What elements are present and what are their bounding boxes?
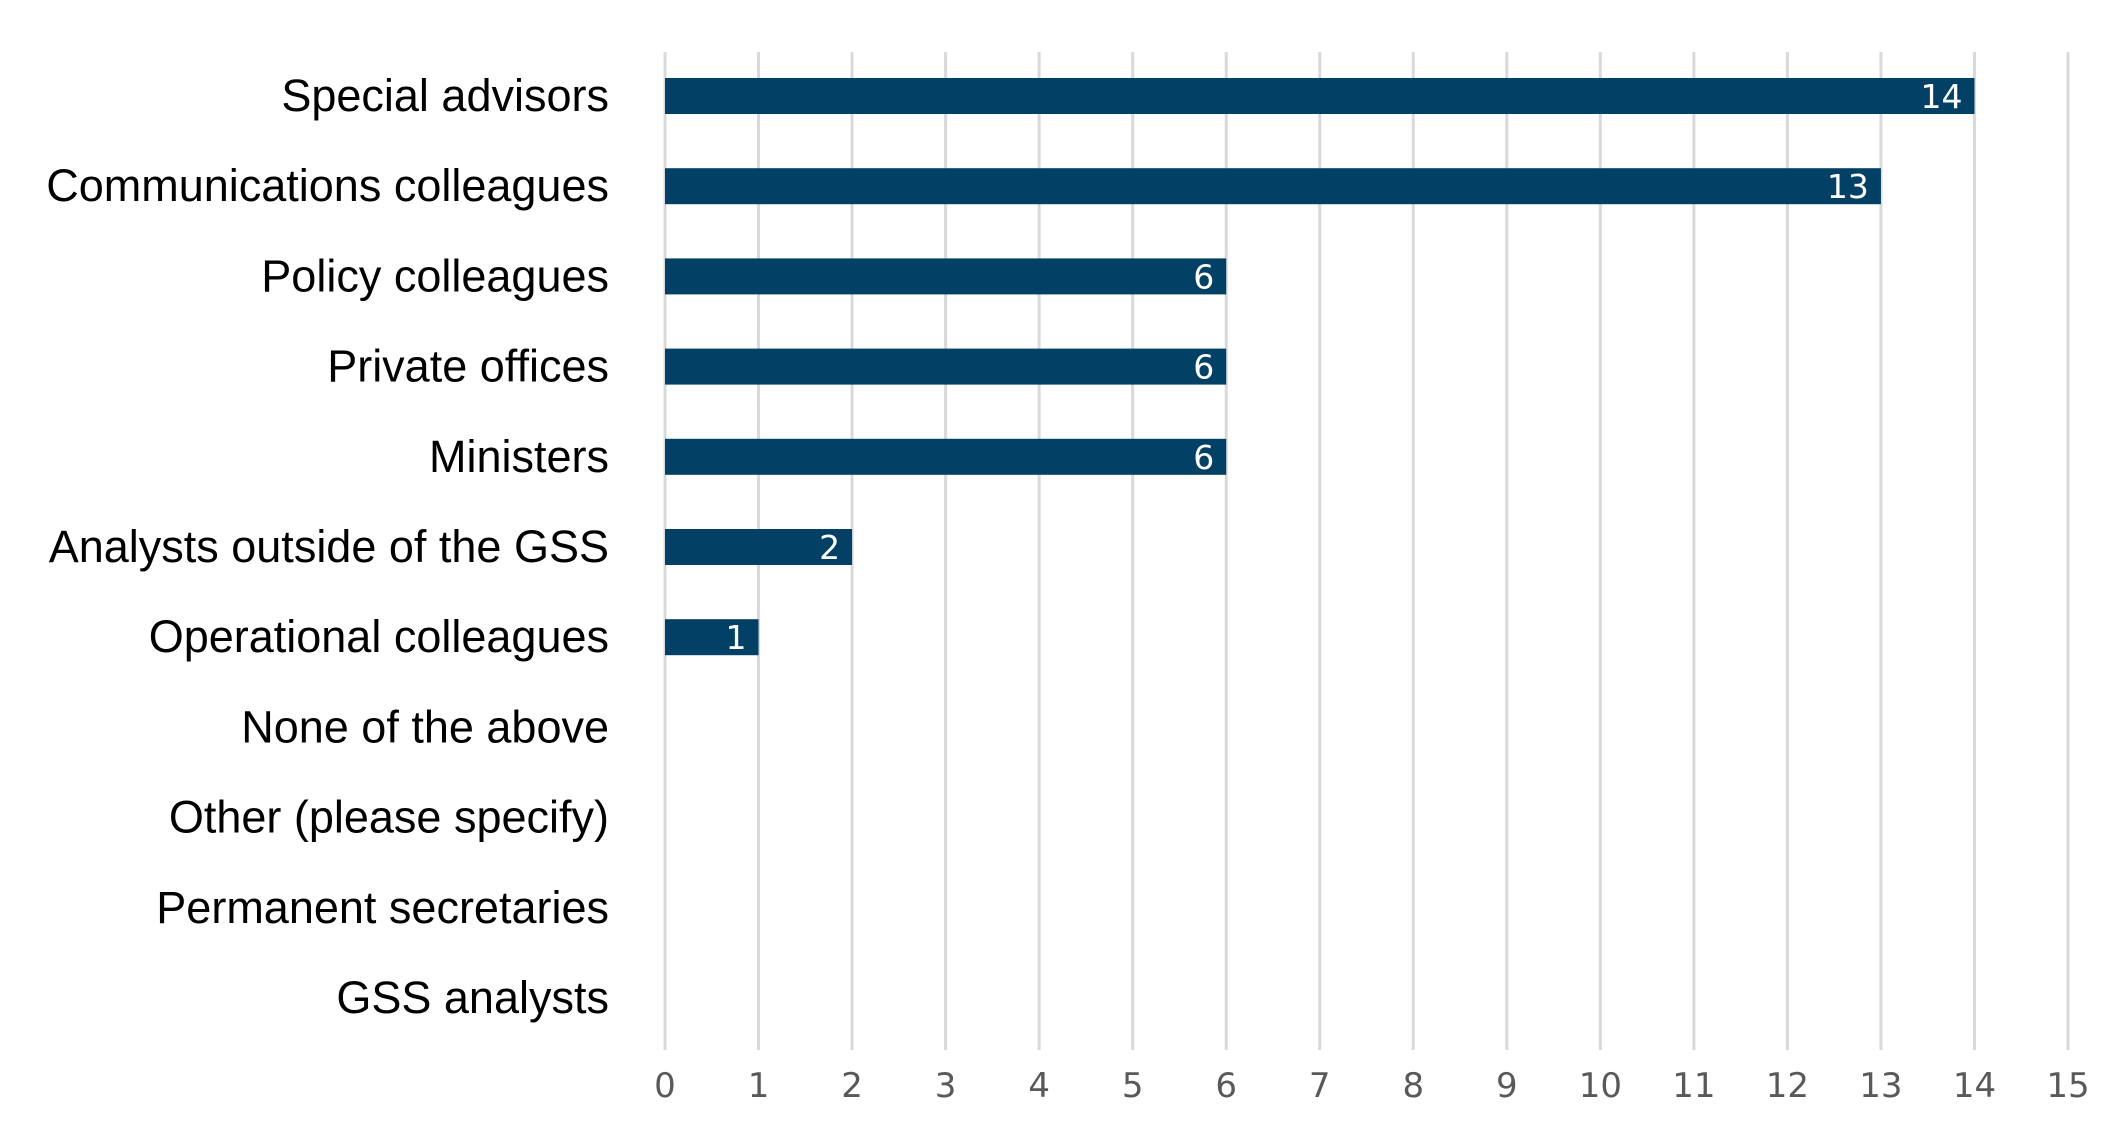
x-tick-label: 7 — [1309, 1066, 1331, 1106]
x-tick-label: 2 — [841, 1066, 863, 1106]
x-tick-label: 1 — [748, 1066, 770, 1106]
data-label: 6 — [1193, 348, 1214, 387]
category-label: Permanent secretaries — [156, 882, 609, 933]
x-tick-label: 10 — [1579, 1066, 1622, 1106]
bar — [665, 619, 759, 656]
x-tick-label: 15 — [2046, 1066, 2089, 1106]
category-label: Other (please specify) — [169, 792, 609, 843]
data-label: 6 — [1193, 438, 1214, 477]
data-label: 13 — [1827, 167, 1869, 206]
x-tick-label: 12 — [1766, 1066, 1809, 1106]
bar — [665, 529, 853, 565]
bar — [665, 78, 1975, 114]
bar — [665, 168, 1881, 205]
category-label: Policy colleagues — [261, 250, 609, 301]
category-label: Communications colleagues — [46, 160, 609, 211]
category-label: Operational colleagues — [149, 611, 609, 662]
x-axis-tick-labels: 0 1 2 3 4 5 6 7 8 9 10 11 12 13 14 15 — [654, 1066, 2089, 1106]
x-tick-label: 11 — [1672, 1066, 1715, 1106]
gridlines — [663, 52, 2070, 1050]
data-label: 1 — [726, 618, 747, 657]
x-tick-label: 8 — [1402, 1066, 1424, 1106]
x-tick-label: 6 — [1215, 1066, 1237, 1106]
data-label: 6 — [1193, 257, 1214, 296]
category-label: None of the above — [241, 701, 609, 752]
bar — [665, 348, 1227, 385]
category-label: Ministers — [429, 431, 609, 482]
bar — [665, 438, 1227, 475]
category-label: Analysts outside of the GSS — [49, 521, 609, 572]
data-label: 2 — [819, 528, 840, 567]
data-label: 14 — [1920, 77, 1962, 116]
x-tick-label: 9 — [1496, 1066, 1518, 1106]
category-labels: Special advisors Communications colleague… — [46, 70, 609, 1023]
category-label: Private offices — [327, 341, 609, 392]
category-label: GSS analysts — [336, 972, 609, 1023]
x-tick-label: 14 — [1953, 1066, 1996, 1106]
x-tick-label: 4 — [1028, 1066, 1050, 1106]
x-tick-label: 5 — [1122, 1066, 1144, 1106]
category-label: Special advisors — [281, 70, 609, 121]
x-tick-label: 0 — [654, 1066, 676, 1106]
bar — [665, 258, 1227, 295]
x-tick-label: 13 — [1859, 1066, 1902, 1106]
x-tick-label: 3 — [935, 1066, 957, 1106]
bars: 14 13 6 6 6 2 1 — [665, 77, 1975, 657]
